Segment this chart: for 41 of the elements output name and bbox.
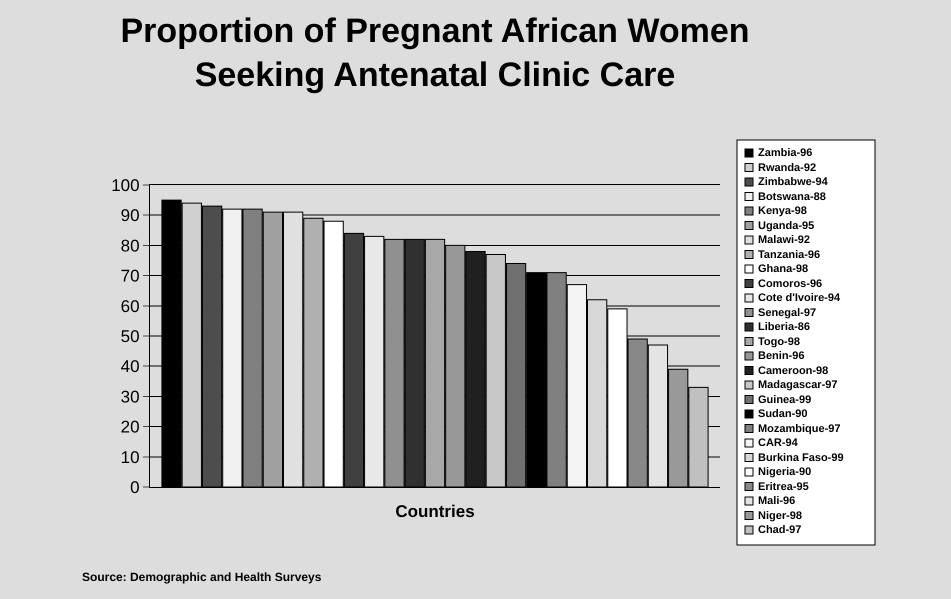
y-tick-label: 80 <box>120 236 140 256</box>
legend-label: Liberia-86 <box>758 321 810 333</box>
legend-label: Cote d'Ivoire-94 <box>758 292 841 304</box>
y-tick-label: 30 <box>120 387 140 406</box>
y-tick-label: 60 <box>120 296 140 316</box>
legend-label: Senegal-97 <box>758 307 816 319</box>
y-tick-label: 20 <box>120 418 140 437</box>
legend-label: Malawi-92 <box>758 234 810 246</box>
legend-label: Madagascar-97 <box>758 379 838 391</box>
legend-label: Burkina Faso-99 <box>758 452 844 464</box>
legend-label: Guinea-99 <box>758 394 812 406</box>
legend-label: Benin-96 <box>758 350 804 362</box>
legend-label: Togo-98 <box>758 336 800 348</box>
legend-label: Tanzania-96 <box>758 249 820 261</box>
legend-label: Nigeria-90 <box>758 466 812 478</box>
legend-label: Eritrea-95 <box>758 481 809 493</box>
legend-label: Kenya-98 <box>758 205 807 217</box>
y-tick-label: 50 <box>120 326 140 346</box>
legend-label: Rwanda-92 <box>758 162 816 174</box>
y-tick-label: 40 <box>120 357 140 376</box>
y-tick-label: 70 <box>120 266 140 286</box>
legend-label: Sudan-90 <box>758 408 808 420</box>
y-tick-label: 0 <box>130 478 140 497</box>
legend-label: Chad-97 <box>758 524 802 536</box>
legend-label: Cameroon-98 <box>758 365 828 377</box>
legend-label: Zimbabwe-94 <box>758 176 829 188</box>
chart-title: Proportion of Pregnant African Women Seeking Antenatal Clinic Care <box>120 12 750 94</box>
legend-label: Comoros-96 <box>758 278 822 290</box>
legend-label: Mali-96 <box>758 495 796 507</box>
legend-label: Uganda-95 <box>758 220 814 232</box>
legend-label: Mozambique-97 <box>758 423 841 435</box>
legend-label: Niger-98 <box>758 510 802 522</box>
x-axis-title: Countries <box>395 502 475 522</box>
legend-label: Ghana-98 <box>758 263 808 275</box>
legend-label: Botswana-88 <box>758 191 826 203</box>
y-tick-label: 10 <box>120 448 140 467</box>
legend-label: CAR-94 <box>758 437 799 449</box>
y-tick-label: 90 <box>120 206 140 226</box>
source-note: Source: Demographic and Health Surveys <box>82 570 322 584</box>
y-tick-label: 100 <box>111 176 140 195</box>
legend-label: Zambia-96 <box>758 147 812 159</box>
